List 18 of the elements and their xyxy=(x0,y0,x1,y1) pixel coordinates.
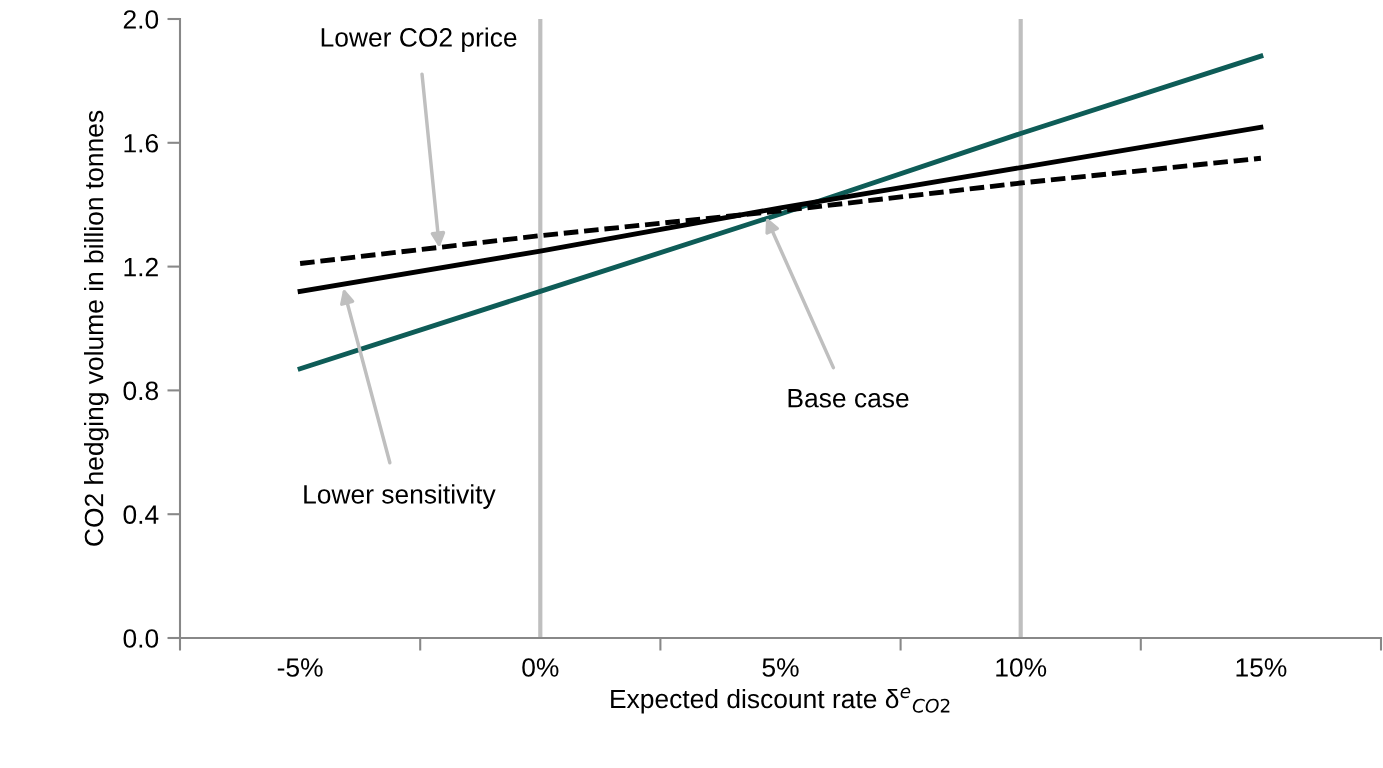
annotation: Base case xyxy=(788,389,909,408)
line-series xyxy=(297,53,1264,372)
x-axis-title: Expected discount rate δ$^{e}$$_{CO2}$ xyxy=(611,687,950,714)
x-tick-label: -5% xyxy=(277,658,323,677)
y-tick-label: 0.0 xyxy=(123,629,159,648)
y-tick-label: 2.0 xyxy=(123,10,159,29)
y-tick-label: 0.8 xyxy=(123,381,159,401)
x-tick-label: 5% xyxy=(762,658,799,677)
y-tick-label: 1.6 xyxy=(124,133,159,153)
y-axis-title: CO2 hedging volume in billion tonnes xyxy=(84,110,109,546)
x-tick-label: 15% xyxy=(1236,658,1287,677)
annotation: Lower sensitivity xyxy=(304,484,496,509)
line-series xyxy=(297,124,1264,294)
annotation: Lower CO2 price xyxy=(321,27,517,52)
x-tick-label: 0% xyxy=(522,658,559,677)
x-tick-label: 10% xyxy=(996,658,1047,677)
y-tick-label: 1.2 xyxy=(124,257,158,277)
y-tick-label: 0.4 xyxy=(123,505,159,525)
